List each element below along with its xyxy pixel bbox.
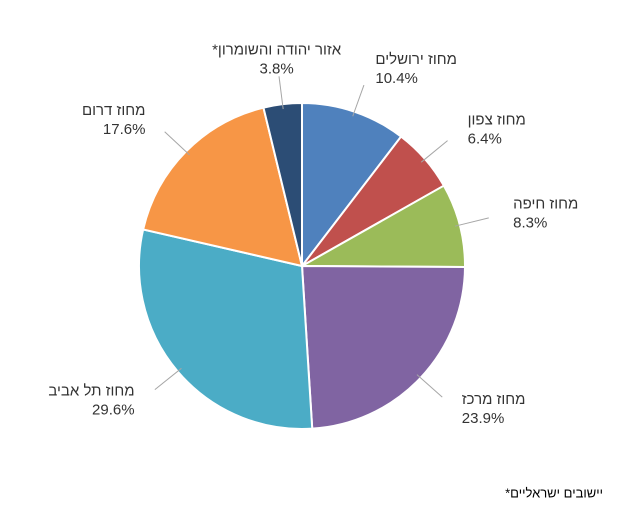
slice-label: מחוז דרום [82,102,146,119]
slice-value-label: 10.4% [375,70,418,87]
slice-label: *אזור יהודה והשומרון [212,41,342,58]
leader-line [352,84,365,117]
slice-label: מחוז צפון [468,111,526,128]
slice-value-label: 17.6% [103,121,146,138]
slice-value-label: 6.4% [468,130,502,147]
leader-line [164,131,190,156]
leader-line [154,367,182,390]
leader-line [278,76,284,110]
leader-line [454,217,489,227]
slice-label: מחוז חיפה [513,196,578,213]
pie-slice [300,264,467,430]
slice-label: מחוז מרכז [462,391,526,408]
slice-value-label: 3.8% [260,60,294,77]
footnote: *יישובים ישראליים [505,485,603,500]
leader-line [416,374,443,398]
slice-value-label: 23.9% [462,410,505,427]
leader-line [420,140,448,163]
slice-label: מחוז תל אביב [48,383,134,400]
slice-value-label: 8.3% [513,215,547,232]
slice-label: מחוז ירושלים [375,51,457,68]
slice-value-label: 29.6% [92,402,135,419]
